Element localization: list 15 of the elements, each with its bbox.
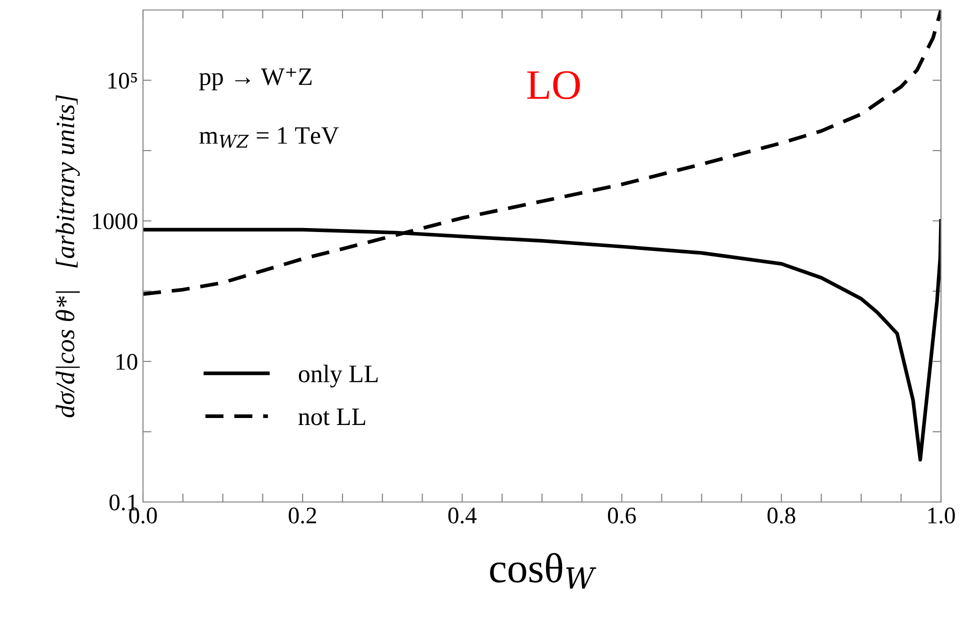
y-tick-label: 10⁵ [108,72,137,89]
y-tick-label: 10 [116,354,138,370]
x-tick-label: 0.6 [608,508,636,524]
y-tick-label: 1000 [92,213,138,230]
y-axis-title: dσ/d|cos θ*| [arbitrary units] [56,95,80,418]
legend-label: only LL [298,364,378,388]
legend-label: not LL [298,408,366,426]
x-tick-label: 1.0 [928,508,955,524]
x-tick-label: 0.4 [448,508,477,524]
x-tick-label: 0.2 [288,508,316,524]
annotation: LO [527,71,580,100]
x-axis-title: cosθ$_{W}$ [490,553,596,589]
annotation: pp → W⁺Z [199,68,312,90]
x-tick-label: 0.8 [768,508,796,524]
annotation: m$_{WZ}$ = 1 TeV [199,127,339,148]
